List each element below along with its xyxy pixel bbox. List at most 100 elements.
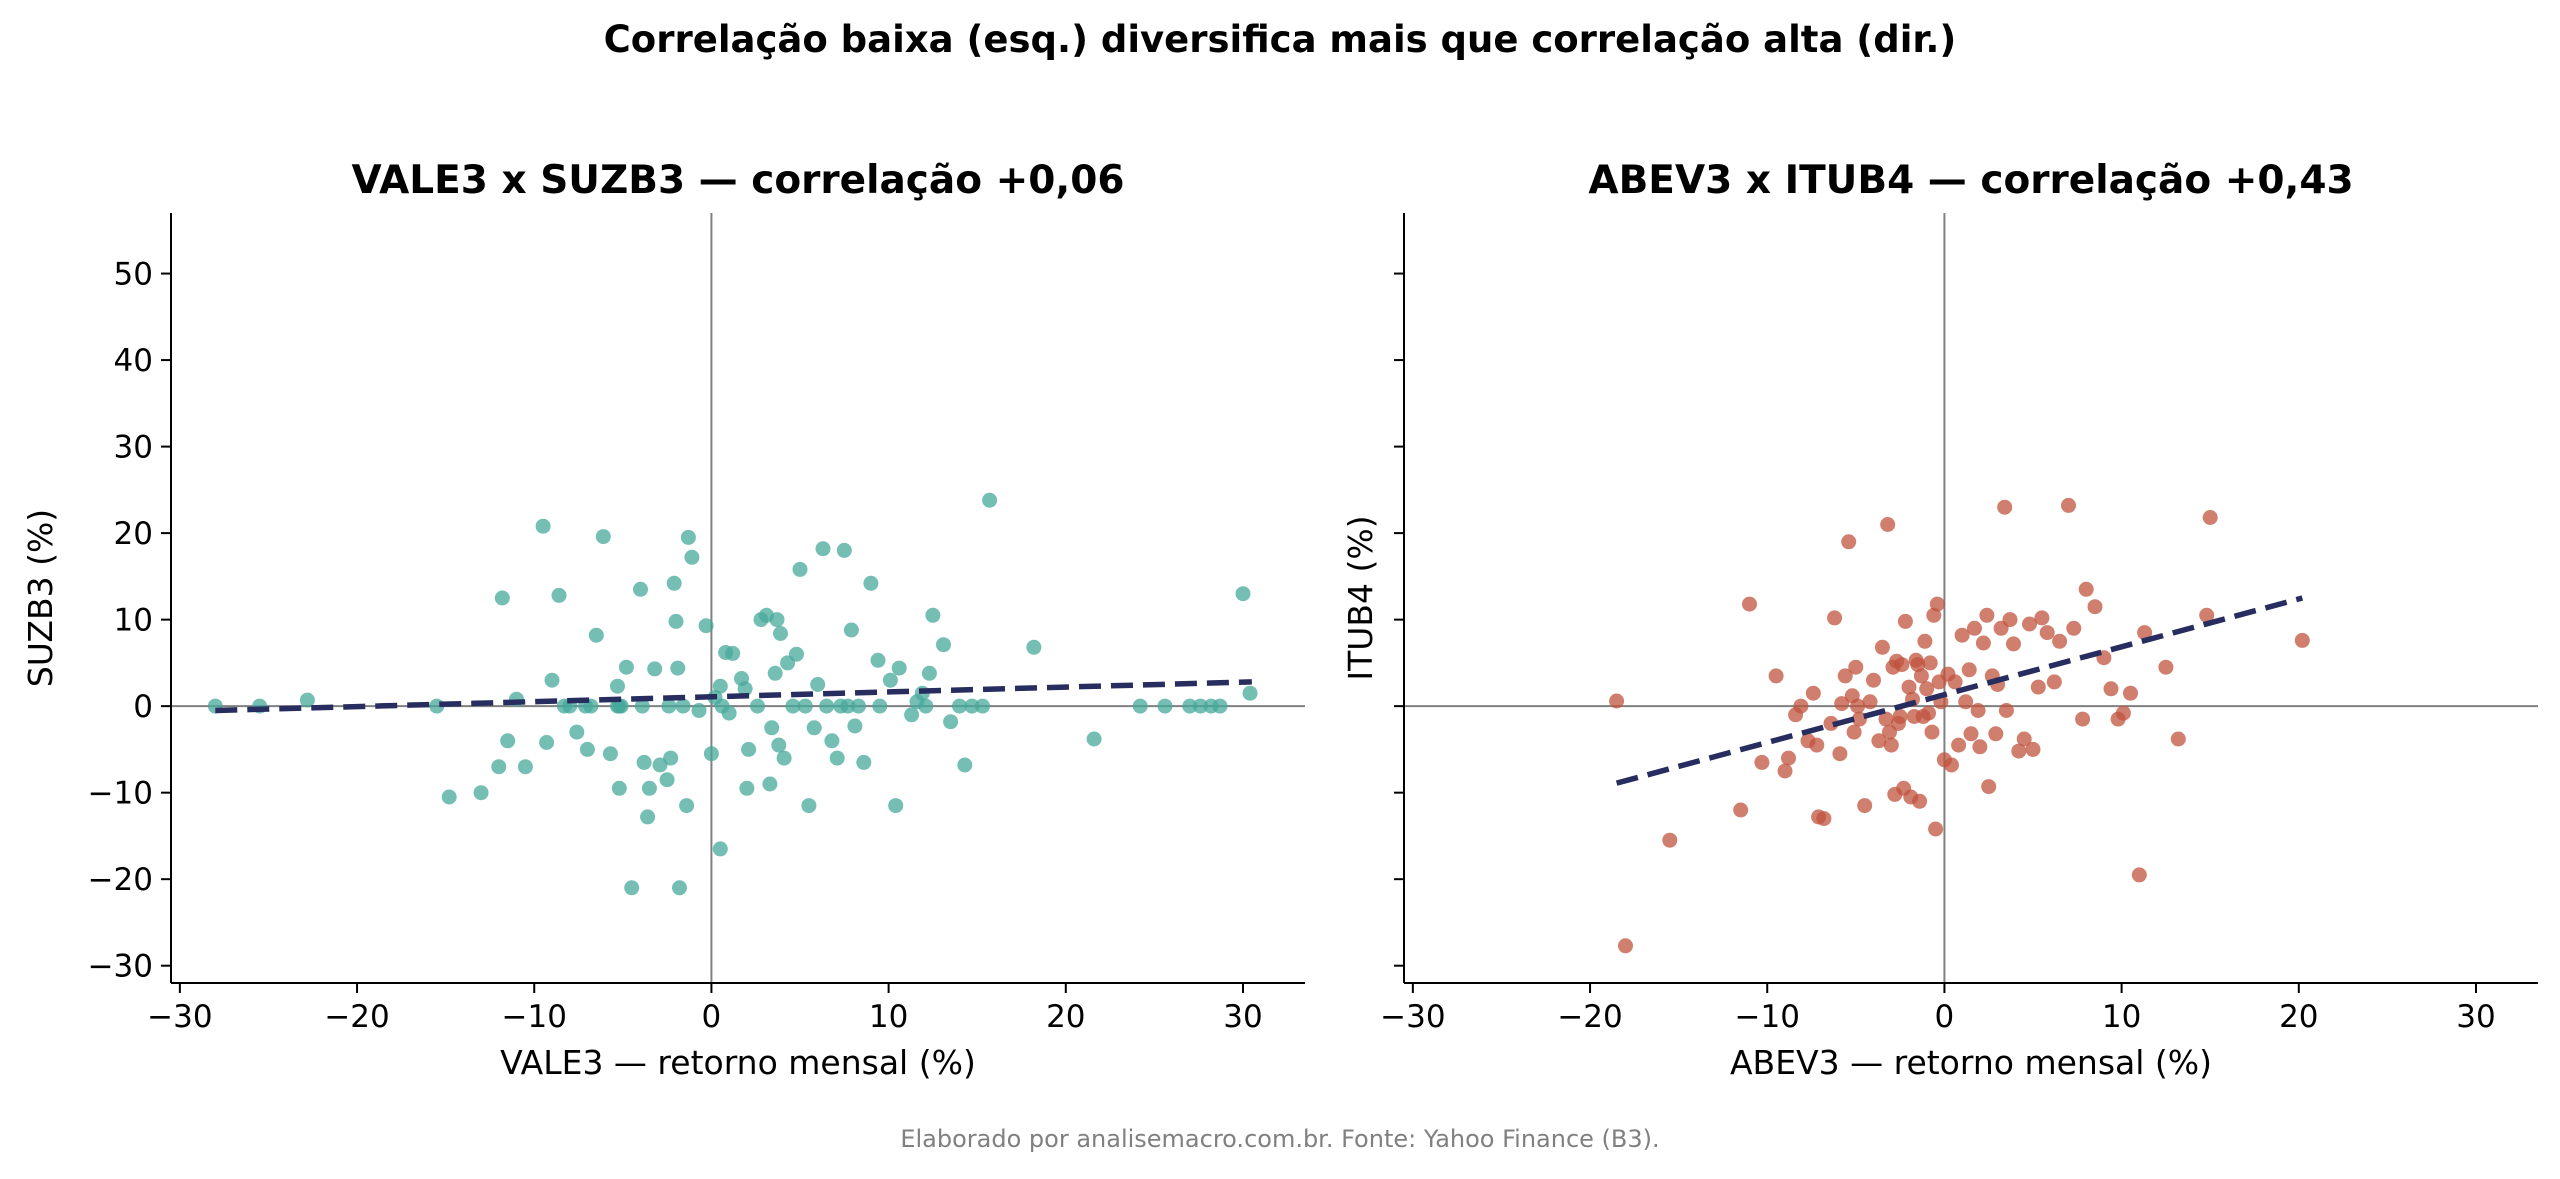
figure-title: Correlação baixa (esq.) diversifica mais… bbox=[604, 18, 1957, 61]
scatter-points bbox=[207, 492, 1258, 896]
scatter-point bbox=[1878, 711, 1894, 727]
scatter-point bbox=[539, 735, 555, 750]
scatter-point bbox=[952, 698, 967, 714]
scatter-point bbox=[679, 798, 695, 814]
scatter-point bbox=[1874, 639, 1890, 655]
scatter-point bbox=[1235, 586, 1251, 602]
scatter-point bbox=[663, 750, 679, 766]
scatter-point bbox=[1975, 635, 1991, 651]
scatter-point bbox=[840, 698, 856, 714]
scatter-point bbox=[641, 780, 657, 796]
scatter-point bbox=[936, 637, 951, 653]
scatter-point bbox=[2170, 731, 2186, 747]
scatter-point bbox=[806, 720, 822, 736]
scatter-point bbox=[703, 746, 719, 762]
scatter-point bbox=[441, 789, 457, 805]
x-tick-label: −30 bbox=[147, 999, 212, 1035]
scatter-point bbox=[675, 698, 691, 714]
scatter-point bbox=[773, 626, 788, 641]
scatter-point bbox=[634, 698, 650, 714]
scatter-point bbox=[2006, 636, 2021, 652]
scatter-point bbox=[2061, 497, 2076, 513]
scatter-point bbox=[1781, 750, 1796, 766]
trend-line bbox=[1615, 595, 2304, 786]
x-axis-label: ABEV3 — retorno mensal (%) bbox=[1730, 1043, 2212, 1082]
scatter-point bbox=[588, 627, 604, 643]
panel-title: ABEV3 x ITUB4 — correlação +0,43 bbox=[1588, 158, 2353, 203]
x-tick-label: −10 bbox=[1735, 999, 1800, 1035]
scatter-point bbox=[1618, 938, 1633, 954]
scatter-point bbox=[2123, 685, 2138, 701]
scatter-point bbox=[1981, 779, 1997, 795]
x-tick-label: 30 bbox=[1223, 999, 1262, 1035]
scatter-point bbox=[2025, 741, 2041, 757]
scatter-point bbox=[1944, 757, 1959, 773]
scatter-point bbox=[891, 660, 907, 676]
scatter-point bbox=[2011, 743, 2027, 759]
scatter-point bbox=[640, 809, 656, 825]
scatter-point bbox=[776, 750, 792, 766]
scatter-point bbox=[1837, 668, 1853, 684]
scatter-point bbox=[2087, 599, 2103, 615]
scatter-point bbox=[473, 785, 489, 801]
scatter-point bbox=[767, 665, 783, 681]
scatter-point bbox=[1951, 737, 1967, 753]
x-tick-label: 20 bbox=[2279, 999, 2318, 1035]
scatter-point bbox=[785, 698, 801, 714]
scatter-point bbox=[843, 622, 859, 638]
scatter-point bbox=[1883, 737, 1899, 753]
scatter-point bbox=[1871, 733, 1887, 749]
y-tick-label: 50 bbox=[114, 257, 153, 293]
scatter-point bbox=[652, 757, 668, 773]
scatter-point bbox=[1880, 517, 1896, 532]
scatter-point bbox=[1963, 726, 1979, 742]
scatter-point bbox=[1805, 685, 1821, 701]
scatter-point bbox=[856, 754, 872, 770]
scatter-point bbox=[1988, 726, 2004, 742]
scatter-point bbox=[602, 746, 618, 762]
scatter-point bbox=[691, 703, 707, 718]
y-tick-label: 30 bbox=[114, 430, 153, 466]
scatter-point bbox=[1970, 703, 1986, 718]
x-tick-label: −20 bbox=[324, 999, 389, 1035]
scatter-point bbox=[1816, 811, 1832, 827]
scatter-point bbox=[2103, 681, 2119, 697]
scatter-point bbox=[810, 677, 826, 692]
y-axis-label: ITUB4 (%) bbox=[1341, 515, 1380, 680]
scatter-point bbox=[725, 645, 741, 661]
scatter-point bbox=[801, 798, 817, 814]
scatter-point bbox=[2052, 633, 2068, 649]
scatter-point bbox=[1823, 715, 1839, 731]
scatter-point bbox=[819, 698, 835, 714]
scatter-point bbox=[680, 529, 696, 545]
scatter-point bbox=[2131, 867, 2147, 883]
scatter-point bbox=[1768, 668, 1784, 684]
scatter-point bbox=[888, 798, 904, 814]
scatter-point bbox=[921, 665, 937, 681]
scatter-point bbox=[2137, 625, 2153, 641]
x-tick-label: 10 bbox=[869, 999, 908, 1035]
scatter-point bbox=[684, 549, 700, 565]
scatter-point bbox=[847, 718, 863, 734]
scatter-point bbox=[544, 672, 560, 688]
x-tick-label: 30 bbox=[2456, 999, 2495, 1035]
scatter-point bbox=[741, 741, 757, 757]
scatter-point bbox=[1857, 798, 1873, 814]
scatter-point bbox=[661, 698, 677, 714]
scatter-point bbox=[299, 692, 315, 708]
x-axis-label: VALE3 — retorno mensal (%) bbox=[500, 1043, 976, 1082]
y-tick-label: −20 bbox=[88, 862, 153, 898]
scatter-point bbox=[1961, 662, 1977, 678]
scatter-point bbox=[1242, 685, 1258, 701]
scatter-point bbox=[957, 757, 973, 773]
scatter-point bbox=[2294, 632, 2310, 648]
scatter-point bbox=[1851, 711, 1867, 727]
scatter-point bbox=[870, 652, 886, 668]
scatter-point bbox=[491, 759, 507, 775]
y-tick-label: 40 bbox=[114, 343, 153, 379]
x-tick-label: −10 bbox=[502, 999, 567, 1035]
scatter-point bbox=[1609, 693, 1625, 709]
scatter-point bbox=[1998, 703, 2014, 718]
scatter-point bbox=[610, 678, 625, 694]
